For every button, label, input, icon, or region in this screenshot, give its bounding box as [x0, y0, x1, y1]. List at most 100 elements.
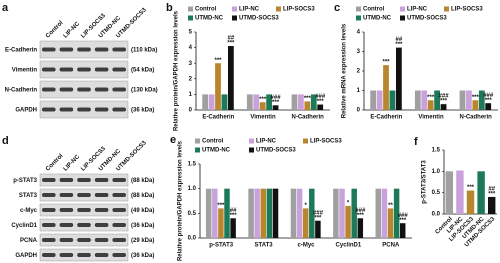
lane-label: LIP-NC	[63, 21, 82, 40]
band	[42, 193, 56, 197]
bar	[375, 188, 382, 238]
x-tick-label: Vimentin	[418, 115, 444, 121]
significance: ***	[440, 99, 448, 105]
band	[59, 107, 74, 112]
band	[77, 208, 91, 212]
bar	[376, 90, 383, 110]
significance: ***	[230, 213, 238, 219]
band	[112, 47, 126, 52]
band	[94, 208, 109, 212]
bar	[254, 188, 260, 238]
bar	[381, 188, 388, 238]
band	[94, 223, 109, 227]
legend-swatch	[232, 15, 237, 21]
y-tick-label: 1.0	[432, 169, 441, 175]
band	[77, 223, 91, 227]
legend-swatch	[276, 6, 281, 12]
legend-label: UTMD-NC	[363, 16, 392, 22]
bar	[208, 94, 215, 110]
lane-label: UTMD-SOCS3	[115, 7, 148, 40]
significance: ###	[315, 94, 326, 100]
bar	[395, 47, 402, 110]
legend-swatch	[356, 15, 361, 21]
lane-label: Control	[45, 20, 65, 40]
lane-label: UTMD-SOCS3	[115, 140, 148, 173]
significance: ***	[259, 97, 267, 103]
size-label: (29 kDa)	[131, 238, 154, 244]
panel-letter: c	[334, 2, 340, 14]
protein-label: E-Cadherin	[5, 48, 37, 54]
band	[94, 87, 109, 92]
legend-label: UTMD-SOCS3	[407, 16, 447, 22]
significance: ###	[271, 95, 282, 101]
y-tick-label: 4	[189, 45, 193, 51]
y-tick-label: 3	[189, 61, 193, 67]
bar	[478, 90, 485, 110]
x-tick-label: N-Cadherin	[291, 115, 324, 121]
bar	[227, 46, 234, 110]
y-tick-label: 4	[357, 30, 361, 36]
size-label: (54 kDa)	[131, 68, 154, 74]
bar	[304, 101, 311, 110]
significance: ***	[383, 60, 391, 66]
band	[42, 67, 56, 72]
bar	[445, 171, 454, 214]
bar	[421, 90, 428, 110]
significance: ***	[467, 185, 475, 191]
band	[42, 87, 56, 92]
band	[77, 193, 91, 197]
protein-label: N-Cadherin	[5, 88, 38, 94]
legend-label: LIP-SOCS3	[283, 7, 315, 13]
band	[112, 87, 126, 92]
legend-swatch	[303, 138, 308, 144]
significance: ***	[317, 99, 325, 105]
band	[112, 223, 126, 227]
bar	[370, 90, 377, 110]
y-tick-label: 1	[357, 88, 361, 94]
band	[112, 238, 126, 242]
band	[112, 178, 126, 182]
band	[77, 67, 91, 72]
y-tick-label: 0	[357, 108, 361, 114]
band	[59, 223, 74, 227]
band	[59, 87, 74, 92]
band	[59, 208, 74, 212]
bar	[315, 220, 321, 238]
panel-letter: f	[414, 136, 418, 148]
bar	[248, 188, 254, 238]
legend-label: UTMD-SOCS3	[239, 16, 279, 22]
significance: ***	[272, 100, 280, 106]
band	[42, 253, 56, 257]
y-tick-label: 2	[189, 76, 193, 82]
significance: ***	[472, 95, 480, 101]
band	[94, 193, 109, 197]
bar	[339, 188, 345, 238]
legend-label: UTMD-NC	[202, 148, 231, 154]
significance: ###	[439, 94, 450, 100]
protein-label: GAPDH	[15, 108, 37, 114]
legend-label: Control	[202, 139, 224, 145]
band	[42, 208, 56, 212]
significance: ***	[395, 42, 403, 48]
y-tick-label: 0.0	[188, 236, 197, 242]
significance: ##	[228, 36, 235, 42]
protein-label: STAT3	[19, 193, 38, 199]
legend-label: UTMD-SOCS3	[256, 148, 296, 154]
bar	[472, 100, 479, 110]
bar	[466, 190, 475, 214]
significance: *	[305, 203, 308, 209]
significance: ***	[399, 218, 407, 224]
bar	[427, 100, 434, 110]
bar	[291, 94, 298, 110]
legend-label: LIP-NC	[407, 7, 428, 13]
bar	[357, 218, 364, 238]
legend-label: Control	[195, 7, 217, 13]
band	[112, 208, 126, 212]
significance: ***	[314, 215, 322, 221]
bar	[212, 188, 218, 238]
bar	[459, 90, 466, 110]
band	[112, 253, 126, 257]
bar	[224, 188, 230, 238]
bar	[466, 90, 472, 110]
